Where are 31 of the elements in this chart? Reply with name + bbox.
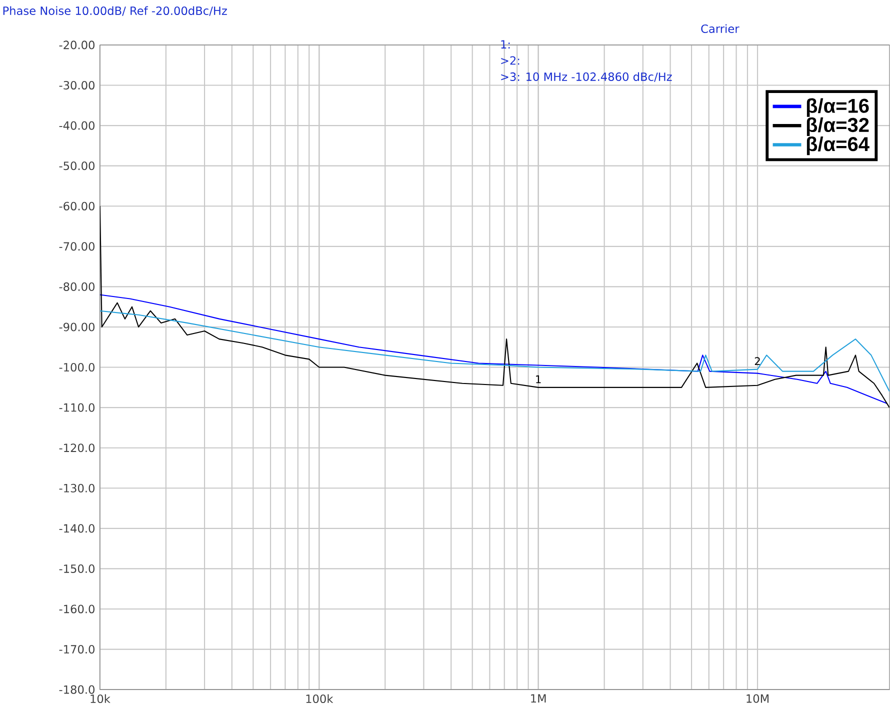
y-tick-label: -120.0 bbox=[59, 444, 94, 452]
legend-label: β/α=16 bbox=[806, 98, 869, 118]
annotation: 2 bbox=[754, 357, 760, 366]
y-tick-label: -30.00 bbox=[59, 81, 94, 90]
y-tick-label: -180.0 bbox=[59, 686, 94, 694]
x-tick-label: 10k bbox=[90, 694, 110, 704]
y-tick-label: -40.00 bbox=[59, 121, 94, 130]
x-tick-label: 10M bbox=[746, 694, 769, 704]
annotation: >3: 10 MHz -102.4860 dBc/Hz bbox=[501, 72, 672, 82]
x-tick-label: 100k bbox=[306, 694, 334, 704]
legend-label: β/α=64 bbox=[806, 136, 870, 156]
annotation: 1: bbox=[501, 40, 510, 49]
y-tick-label: -110.0 bbox=[59, 404, 94, 412]
y-tick-label: -70.00 bbox=[59, 242, 94, 251]
y-tick-label: -100.0 bbox=[59, 363, 94, 372]
chart-title: Phase Noise 10.00dB/ Ref -20.00dBc/Hz bbox=[3, 6, 227, 16]
y-tick-label: -60.00 bbox=[59, 202, 94, 211]
y-tick-label: -150.0 bbox=[59, 564, 94, 574]
y-tick-label: -130.0 bbox=[59, 484, 94, 493]
y-tick-label: -140.0 bbox=[59, 524, 94, 533]
x-tick-label: 1M bbox=[531, 694, 546, 703]
y-tick-label: -160.0 bbox=[59, 604, 94, 614]
y-tick-label: -90.00 bbox=[59, 322, 94, 332]
annotation: >2: bbox=[501, 56, 520, 65]
annotation: 1 bbox=[536, 376, 541, 384]
y-tick-label: -80.00 bbox=[59, 282, 94, 292]
y-tick-label: -50.00 bbox=[59, 162, 94, 170]
text: Carrier bbox=[701, 24, 740, 34]
y-tick-label: -170.0 bbox=[59, 645, 94, 654]
y-tick-label: -20.00 bbox=[59, 40, 94, 50]
legend-label: β/α=32 bbox=[806, 118, 869, 136]
